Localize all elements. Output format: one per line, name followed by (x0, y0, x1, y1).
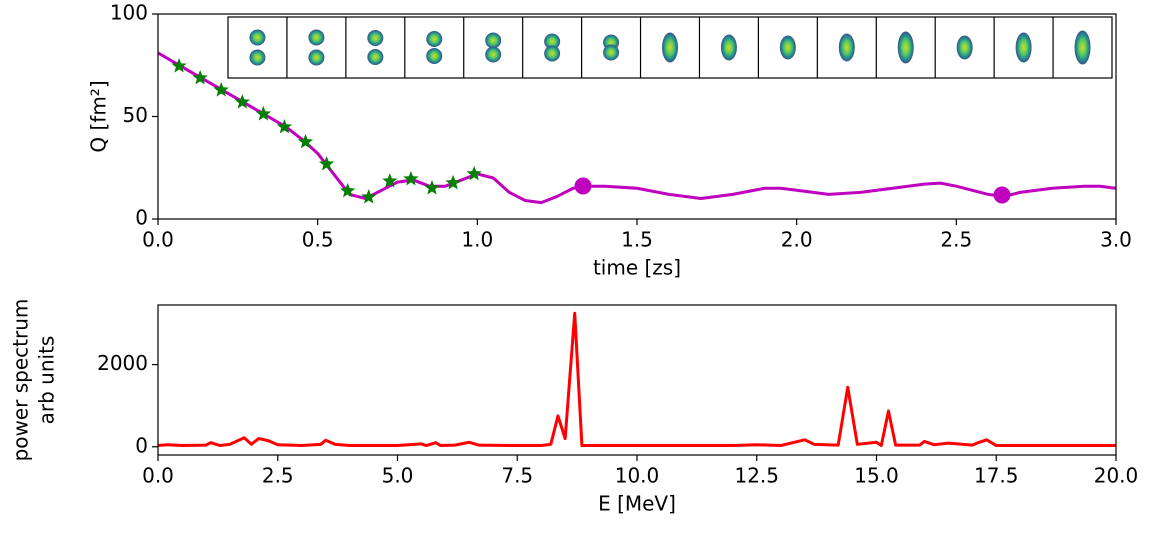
star-marker (276, 118, 293, 134)
star-marker (255, 106, 271, 121)
x-tick-label: 0.0 (142, 228, 174, 252)
nucleus (308, 49, 325, 66)
x-tick-label: 20.0 (1094, 464, 1139, 488)
x-tick-label: 5.0 (382, 464, 414, 488)
x-tick-label: 0.0 (142, 464, 174, 488)
nucleus (956, 35, 973, 60)
y-tick-label: 50 (123, 103, 148, 127)
nucleus (249, 29, 266, 46)
star-marker (340, 182, 356, 198)
nucleus (1015, 32, 1032, 63)
nucleus (662, 32, 678, 63)
nucleus (308, 29, 325, 46)
star-marker (424, 180, 440, 195)
y-tick-label: 0 (135, 206, 148, 230)
x-tick-label: 3.0 (1100, 228, 1132, 252)
star-marker (403, 171, 419, 186)
y-axis-label: Q [fm²] (87, 80, 111, 152)
axes-frame (157, 304, 1117, 456)
x-tick-label: 7.5 (501, 464, 533, 488)
data-line (158, 51, 1116, 205)
nucleus (897, 31, 914, 64)
x-tick-label: 12.5 (734, 464, 779, 488)
nucleus (367, 30, 384, 46)
x-tick-label: 15.0 (854, 464, 899, 488)
x-axis-label: E [MeV] (598, 492, 676, 516)
y-tick-label: 0 (135, 433, 148, 457)
nucleus (485, 46, 502, 63)
nucleus (485, 32, 502, 49)
x-tick-label: 2.5 (940, 228, 972, 252)
nucleus (426, 48, 443, 64)
data-line (158, 311, 1116, 448)
dot-marker (993, 186, 1011, 204)
star-marker (297, 133, 314, 149)
star-marker (171, 58, 187, 73)
star-marker (192, 69, 208, 85)
nucleus (544, 33, 561, 50)
y-axis-label: arb units (35, 336, 59, 425)
nucleus (779, 35, 796, 60)
y-axis-label: power spectrum (9, 299, 33, 462)
x-tick-label: 17.5 (974, 464, 1019, 488)
star-marker (466, 165, 482, 181)
x-axis-label: time [zs] (593, 256, 681, 280)
dot-marker (574, 177, 592, 195)
nucleus (838, 33, 855, 62)
x-tick-label: 2.5 (262, 464, 294, 488)
nucleus (249, 49, 266, 66)
nucleus (426, 31, 443, 47)
x-tick-label: 1.5 (621, 228, 653, 252)
star-marker (361, 189, 377, 204)
y-tick-label: 2000 (97, 351, 148, 375)
star-marker (213, 82, 229, 97)
nucleus (1074, 30, 1091, 65)
axes-frame (157, 13, 1117, 220)
x-tick-label: 2.0 (781, 228, 813, 252)
star-marker (445, 174, 461, 190)
x-tick-label: 0.5 (302, 228, 334, 252)
x-tick-label: 10.0 (615, 464, 660, 488)
star-marker (319, 156, 335, 171)
nucleus (720, 34, 737, 61)
star-marker (382, 173, 398, 188)
nucleus (603, 44, 620, 61)
nucleus (544, 45, 561, 62)
y-tick-label: 100 (110, 1, 148, 25)
x-tick-label: 1.0 (461, 228, 493, 252)
star-marker (234, 94, 250, 109)
nucleus (367, 49, 384, 65)
